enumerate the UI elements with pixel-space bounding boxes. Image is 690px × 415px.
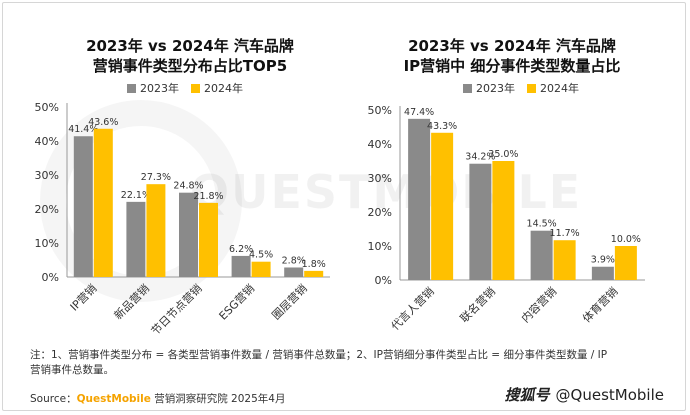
y-tick-label: 0% [42,271,59,284]
legend-swatch-2024 [191,83,200,93]
chart-2-title: 2023年 vs 2024年 汽车品牌 IP营销中 细分事件类型数量占比 [362,36,662,76]
data-label: 14.5% [527,219,557,230]
x-category-label: 圈层营销 [269,281,310,322]
x-category-label: 节日节点营销 [148,281,205,338]
y-tick-label: 20% [35,203,59,216]
chart-2-legend-item-2023: 2023年 [463,80,515,96]
x-category-label: 联名营销 [457,284,498,325]
data-label: 27.3% [141,172,171,183]
data-label: 34.2% [465,152,495,163]
watermark: 搜狐号 @QuestMobile [505,384,664,405]
data-label: 11.7% [550,228,580,239]
watermark-mark: 搜狐号 [504,386,550,404]
legend-swatch-2024 [527,83,536,93]
footnote-line-1: 注：1、营销事件类型分布 = 各类型营销事件数量 / 营销事件总数量；2、IP营… [30,349,608,361]
bar-2024 [614,246,637,280]
data-label: 35.0% [488,149,518,160]
x-category-label: 代言人营销 [388,284,437,333]
legend-label-2023: 2023年 [140,82,179,95]
bar-2024 [553,240,576,280]
y-tick-label: 10% [35,237,59,250]
x-category-label: 内容营销 [518,284,559,325]
y-tick-label: 50% [368,104,392,117]
legend-label-2023: 2023年 [476,82,515,95]
y-tick-label: 40% [368,138,392,151]
y-tick-label: 20% [368,206,392,219]
source-prefix: Source： [30,393,77,405]
bar-2024 [251,261,271,277]
bar-2023 [591,266,614,280]
data-label: 47.4% [404,107,434,118]
data-label: 22.1% [121,190,151,201]
x-category-label: ESG营销 [216,281,257,322]
data-label: 41.4% [68,124,98,135]
y-tick-label: 40% [35,135,59,148]
data-label: 4.5% [249,250,273,261]
bar-2023 [231,255,251,277]
bar-2023 [469,163,492,280]
chart-1-title-line-2: 营销事件类型分布占比TOP5 [92,57,288,75]
y-tick-label: 30% [35,169,59,182]
data-label: 10.0% [611,234,641,245]
chart-2-legend-item-2024: 2024年 [527,80,579,96]
bar-2024 [93,128,113,277]
y-tick-label: 30% [368,172,392,185]
chart-2-legend: 2023年 2024年 [463,80,579,96]
y-tick-label: 0% [375,274,392,287]
bar-2024 [304,270,324,277]
footnote-line-2: 营销事件总数量。 [30,364,114,376]
bar-2023 [179,192,198,277]
bar-2023 [126,201,146,277]
chart-1-legend-item-2023: 2023年 [127,80,179,96]
data-label: 43.6% [88,117,118,128]
chart-1-plot: 0% 10% 20% 30% 40% 50% 41.4%43.6% IP营销 22.1% 27.3… [35,101,330,338]
legend-label-2024: 2024年 [540,82,579,95]
chart-2-title-line-1: 2023年 vs 2024年 汽车品牌 [408,37,616,55]
data-label: 43.3% [427,121,457,132]
data-label: 6.2% [229,244,253,255]
chart-1-title-line-1: 2023年 vs 2024年 汽车品牌 [86,37,294,55]
chart-1-legend: 2023年 2024年 [127,80,243,96]
bar-2023 [408,118,431,280]
x-category-label: 体育营销 [579,284,620,325]
bar-2023 [73,136,93,277]
data-label: 24.8% [173,181,203,192]
chart-1-legend-item-2024: 2024年 [191,80,243,96]
footnote: 注：1、营销事件类型分布 = 各类型营销事件数量 / 营销事件总数量；2、IP营… [30,348,660,378]
source-line: Source：QuestMobile 营销洞察研究院 2025年4月 [30,391,285,406]
bar-2024 [199,202,218,277]
data-label: 21.8% [193,191,223,202]
chart-2-title-line-2: IP营销中 细分事件类型数量占比 [403,57,621,75]
x-category-label: IP营销 [67,281,99,313]
x-category-label: 新品营销 [111,281,152,322]
data-label: 3.9% [591,255,615,266]
y-tick-label: 50% [35,101,59,114]
bar-2024 [146,184,166,277]
chart-1-title: 2023年 vs 2024年 汽车品牌 营销事件类型分布占比TOP5 [40,36,340,76]
legend-swatch-2023 [463,83,472,93]
legend-label-2024: 2024年 [204,82,243,95]
data-label: 2.8% [282,255,306,266]
bar-2024 [431,132,454,280]
source-suffix: 营销洞察研究院 2025年4月 [150,393,286,405]
source-brand: QuestMobile [76,393,151,405]
watermark-handle: @QuestMobile [555,386,664,404]
bar-2023 [530,230,553,280]
chart-2-plot: 0% 10% 20% 30% 40% 50% 47.4% 43.3% 代言人营销 34.2%35.… [368,104,645,333]
bar-2024 [492,161,515,280]
bar-2023 [284,267,304,277]
legend-swatch-2023 [127,83,136,93]
data-label: 1.8% [302,259,326,270]
y-tick-label: 10% [368,240,392,253]
background-logo-text: QUESTMOBILE [190,165,583,219]
figure-frame [2,2,686,411]
